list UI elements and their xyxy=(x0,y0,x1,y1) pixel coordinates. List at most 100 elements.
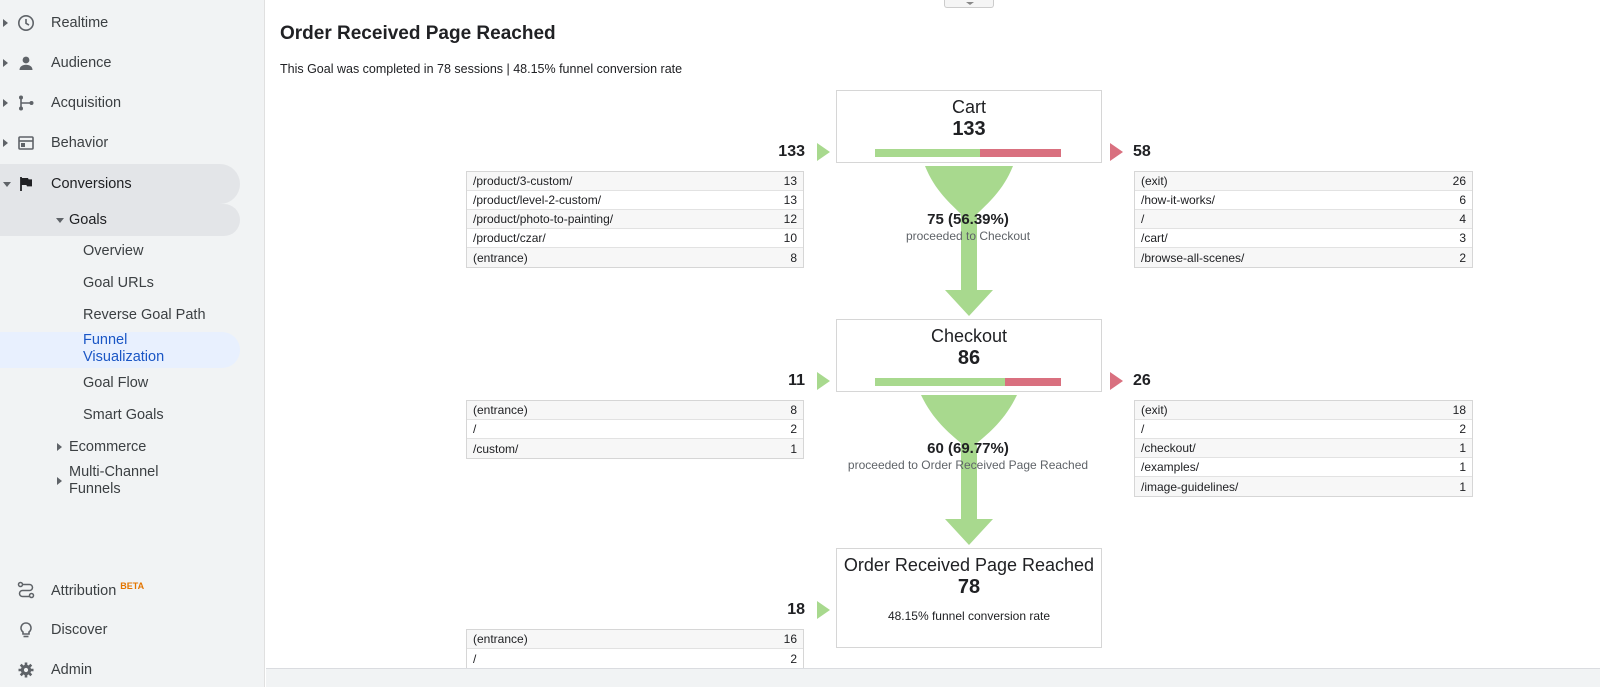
entrance-arrow-icon xyxy=(817,372,830,390)
selected-item-highlight xyxy=(0,332,240,368)
sidebar-item-label: Audience xyxy=(51,55,112,71)
table-row: /custom/1 xyxy=(467,439,803,458)
sidebar: Realtime Audience Acquisition Behavior xyxy=(0,0,265,687)
page-count: 26 xyxy=(1452,174,1466,188)
page-count: 1 xyxy=(1459,441,1466,455)
page-count: 13 xyxy=(783,193,797,207)
exit-bar xyxy=(1005,378,1061,386)
table-row: /4 xyxy=(1135,210,1472,229)
sidebar-item-behavior[interactable]: Behavior xyxy=(0,127,240,159)
table-row: (entrance) 8 xyxy=(467,401,803,420)
sidebar-item-reverse-goal-path[interactable]: Reverse Goal Path xyxy=(83,307,206,323)
step-name: Checkout xyxy=(930,326,1008,346)
proceed-label: proceeded to Checkout xyxy=(905,229,1031,243)
sidebar-item-funnel-visualization[interactable]: Funnel Visualization xyxy=(83,332,165,365)
exit-arrow-icon xyxy=(1110,372,1123,390)
attribution-icon xyxy=(15,579,37,601)
entrance-sources-table: (entrance) 8 /2 /custom/1 xyxy=(466,400,804,459)
page-path: / xyxy=(473,651,477,666)
active-section-highlight xyxy=(0,164,240,204)
page-count: 10 xyxy=(783,231,797,245)
table-row: /product/czar/10 xyxy=(467,229,803,248)
step-exits-count: 26 xyxy=(1133,372,1151,389)
goals-highlight xyxy=(0,204,240,236)
sidebar-item-audience[interactable]: Audience xyxy=(0,47,240,79)
exit-bar xyxy=(980,149,1061,157)
page-path: /product/czar/ xyxy=(473,231,546,245)
table-row: (exit) 26 xyxy=(1135,172,1472,191)
table-row: /browse-all-scenes/2 xyxy=(1135,248,1472,267)
funnel-flow-graphic xyxy=(925,166,1013,316)
entrance-arrow-icon xyxy=(817,601,830,619)
sidebar-item-attribution[interactable]: Attribution BETA xyxy=(0,574,240,606)
step-entrances-count: 11 xyxy=(788,372,805,389)
sidebar-item-label: Conversions xyxy=(51,176,132,192)
sidebar-item-discover[interactable]: Discover xyxy=(0,614,240,646)
sidebar-item-goals[interactable]: Goals xyxy=(0,204,240,236)
page-path: /examples/ xyxy=(1141,460,1200,474)
sidebar-item-label: Attribution BETA xyxy=(51,581,144,599)
expand-caret-icon xyxy=(3,59,8,67)
sidebar-item-multi-channel-funnels[interactable]: Multi-Channel Funnels xyxy=(0,463,240,499)
page-count: 3 xyxy=(1459,231,1466,245)
expand-caret-icon xyxy=(3,99,8,107)
funnel-flow-graphic xyxy=(921,395,1017,545)
sidebar-item-label: Admin xyxy=(51,662,93,678)
conversion-rate-note: 48.15% funnel conversion rate xyxy=(887,609,1051,623)
page-path: /checkout/ xyxy=(1141,441,1196,455)
page-path: /product/3-custom/ xyxy=(473,174,573,188)
sidebar-item-realtime[interactable]: Realtime xyxy=(0,7,240,39)
page-count: 16 xyxy=(783,632,797,646)
step-entrances-count: 133 xyxy=(778,143,805,160)
page-path: /browse-all-scenes/ xyxy=(1141,250,1245,265)
step-name: Order Received Page Reached xyxy=(843,555,1095,575)
table-row: /image-guidelines/1 xyxy=(1135,477,1472,496)
table-row: (exit) 18 xyxy=(1135,401,1472,420)
page-count: 8 xyxy=(790,403,797,417)
page-count: 2 xyxy=(790,651,797,666)
page-path: /image-guidelines/ xyxy=(1141,479,1239,494)
sidebar-item-goal-flow[interactable]: Goal Flow xyxy=(83,375,149,391)
step-name: Cart xyxy=(951,97,986,117)
sidebar-item-ecommerce[interactable]: Ecommerce xyxy=(0,431,240,463)
proceed-bar xyxy=(875,378,1005,386)
funnel-step-order-received: Order Received Page Reached 78 48.15% fu… xyxy=(836,548,1102,648)
table-row: /2 xyxy=(1135,420,1472,439)
table-row: /cart/3 xyxy=(1135,229,1472,248)
behavior-window-icon xyxy=(15,132,37,154)
page-count: 12 xyxy=(783,212,797,226)
sidebar-item-overview[interactable]: Overview xyxy=(83,243,144,259)
sidebar-item-smart-goals[interactable]: Smart Goals xyxy=(83,407,164,423)
page-count: 1 xyxy=(790,441,797,456)
collapse-handle[interactable] xyxy=(944,0,994,8)
sidebar-item-acquisition[interactable]: Acquisition xyxy=(0,87,240,119)
sidebar-item-label: Acquisition xyxy=(51,95,122,111)
sidebar-item-label: Ecommerce xyxy=(69,439,147,455)
table-row: (entrance) 8 xyxy=(467,248,803,267)
expand-caret-icon xyxy=(3,19,8,27)
entrance-sources-table: (entrance) 16 /2 xyxy=(466,629,804,669)
page-path: /custom/ xyxy=(473,441,519,456)
table-row: /2 xyxy=(467,649,803,668)
page-count: 4 xyxy=(1459,212,1466,226)
gear-icon xyxy=(15,659,37,681)
page-path: (entrance) xyxy=(473,632,528,646)
sidebar-item-conversions[interactable]: Conversions xyxy=(0,168,240,200)
goal-summary: This Goal was completed in 78 sessions |… xyxy=(280,62,683,76)
entrance-sources-table: /product/3-custom/13 /product/level-2-cu… xyxy=(466,171,804,268)
collapse-caret-icon xyxy=(3,181,11,187)
exit-pages-table: (exit) 18 /2 /checkout/1 /examples/1 /ima… xyxy=(1134,400,1473,497)
entrance-arrow-icon xyxy=(817,143,830,161)
sidebar-item-admin[interactable]: Admin xyxy=(0,654,240,686)
page-title: Order Received Page Reached xyxy=(280,23,556,44)
page-count: 2 xyxy=(1459,422,1466,436)
proceed-percentage: 75 (56.39%) xyxy=(927,211,1009,228)
attribution-label: Attribution xyxy=(51,582,117,599)
step-count: 133 xyxy=(952,118,986,140)
page-count: 2 xyxy=(1459,250,1466,265)
person-icon xyxy=(15,52,37,74)
page-path: (entrance) xyxy=(473,403,528,417)
page-path: /product/photo-to-painting/ xyxy=(473,212,614,226)
page-path: (entrance) xyxy=(473,250,528,265)
sidebar-item-goal-urls[interactable]: Goal URLs xyxy=(83,275,154,291)
